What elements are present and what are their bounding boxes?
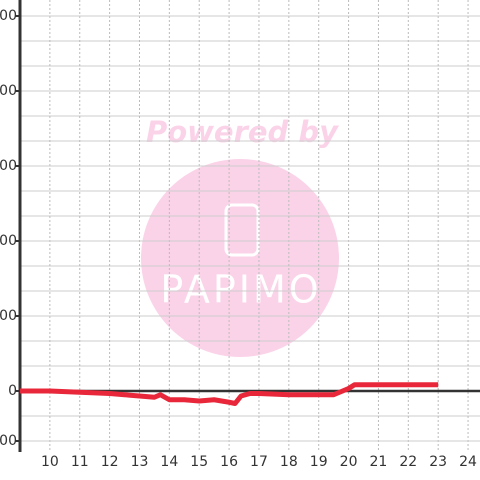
- y-tick-label: 120,000: [0, 83, 17, 99]
- x-tick-label: 24: [459, 454, 477, 470]
- watermark-title: Powered by: [146, 115, 339, 149]
- y-tick-label: 30,000: [0, 308, 17, 324]
- x-tick-label: 23: [429, 454, 447, 470]
- x-tick-label: 18: [280, 454, 298, 470]
- x-tick-label: 13: [131, 454, 149, 470]
- x-tick-label: 14: [160, 454, 178, 470]
- y-tick-label: -20,000: [0, 433, 17, 449]
- y-tick-label: 90,000: [0, 158, 17, 174]
- x-tick-label: 11: [71, 454, 89, 470]
- x-tick-label: 19: [310, 454, 328, 470]
- x-tick-label: 16: [220, 454, 238, 470]
- x-tick-label: 17: [250, 454, 268, 470]
- y-tick-label: 150,000: [0, 8, 17, 24]
- watermark-phone: [224, 203, 260, 257]
- data-line: [20, 382, 439, 406]
- x-tick-label: 10: [41, 454, 59, 470]
- watermark-circle: [141, 159, 339, 357]
- y-tick-label: 60,000: [0, 233, 17, 249]
- x-tick-label: 22: [399, 454, 417, 470]
- x-tick-label: 20: [340, 454, 358, 470]
- y-tick-label: 0: [8, 383, 17, 399]
- x-tick-label: 21: [370, 454, 388, 470]
- x-tick-label: 12: [101, 454, 119, 470]
- watermark-brand: PAPIMO: [160, 268, 321, 312]
- watermark: Powered by PAPIMO: [141, 115, 339, 357]
- x-tick-label: 15: [190, 454, 208, 470]
